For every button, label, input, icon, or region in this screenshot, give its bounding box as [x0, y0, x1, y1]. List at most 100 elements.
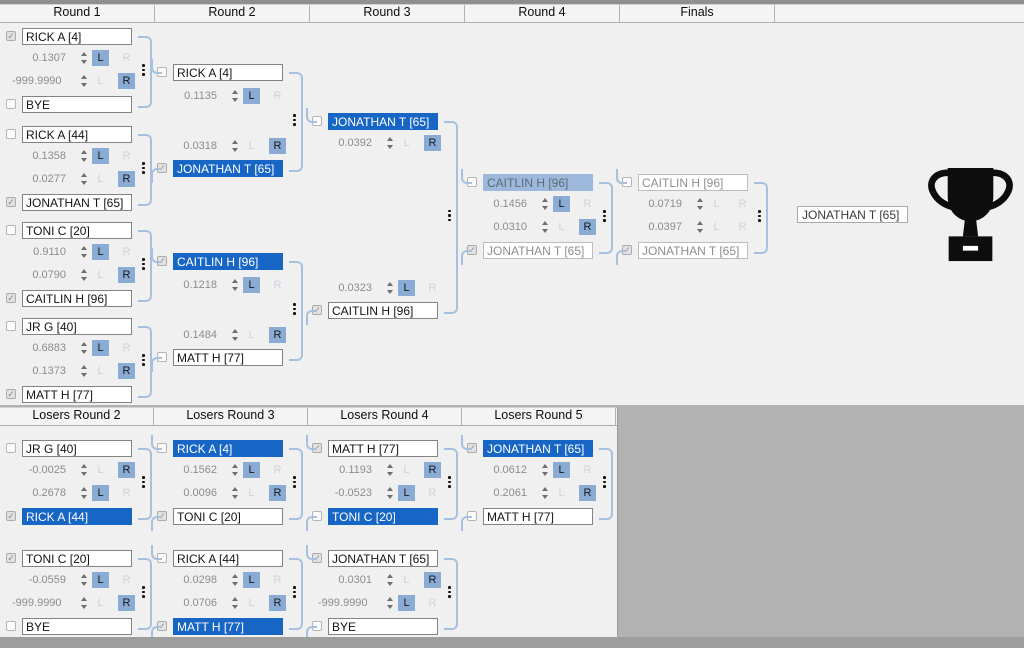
- value-spinner[interactable]: [385, 137, 394, 149]
- drag-handle-icon[interactable]: [757, 210, 762, 222]
- player-name-box[interactable]: BYE: [22, 96, 132, 113]
- winner-checkbox[interactable]: [6, 197, 16, 207]
- value-spinner[interactable]: [230, 329, 239, 341]
- score-value[interactable]: 0.1307: [32, 52, 66, 64]
- player-name-box[interactable]: JR G [40]: [22, 440, 132, 457]
- value-spinner[interactable]: [695, 221, 704, 233]
- winner-checkbox[interactable]: [6, 31, 16, 41]
- drag-handle-icon[interactable]: [447, 476, 452, 488]
- player-name-box[interactable]: MATT H [77]: [22, 386, 132, 403]
- player-name-box[interactable]: RICK A [44]: [22, 508, 132, 525]
- right-select-button[interactable]: R: [273, 279, 282, 291]
- value-spinner[interactable]: [230, 90, 239, 102]
- drag-handle-icon[interactable]: [602, 476, 607, 488]
- right-select-button[interactable]: R: [269, 327, 286, 343]
- winner-checkbox[interactable]: [6, 511, 16, 521]
- winner-checkbox[interactable]: [6, 225, 16, 235]
- player-name-box[interactable]: TONI C [20]: [22, 222, 132, 239]
- right-select-button[interactable]: R: [273, 464, 282, 476]
- player-name-box[interactable]: TONI C [20]: [328, 508, 438, 525]
- right-select-button[interactable]: R: [118, 267, 135, 283]
- score-value[interactable]: 0.2678: [32, 487, 66, 499]
- score-value[interactable]: -999.9990: [12, 597, 62, 609]
- value-spinner[interactable]: [79, 464, 88, 476]
- drag-handle-icon[interactable]: [141, 354, 146, 366]
- player-name-box[interactable]: RICK A [44]: [22, 126, 132, 143]
- drag-handle-icon[interactable]: [602, 210, 607, 222]
- left-select-button[interactable]: L: [553, 196, 570, 212]
- left-select-button[interactable]: L: [558, 487, 565, 499]
- player-name-box[interactable]: BYE: [22, 618, 132, 635]
- value-spinner[interactable]: [230, 279, 239, 291]
- value-spinner[interactable]: [230, 464, 239, 476]
- right-select-button[interactable]: R: [579, 219, 596, 235]
- value-spinner[interactable]: [540, 487, 549, 499]
- score-value[interactable]: 0.1218: [183, 279, 217, 291]
- left-select-button[interactable]: L: [553, 462, 570, 478]
- score-value[interactable]: -999.9990: [318, 597, 368, 609]
- left-select-button[interactable]: L: [92, 50, 109, 66]
- player-name-box[interactable]: BYE: [328, 618, 438, 635]
- drag-handle-icon[interactable]: [447, 209, 452, 221]
- right-select-button[interactable]: R: [269, 138, 286, 154]
- left-select-button[interactable]: L: [97, 173, 104, 185]
- winner-checkbox[interactable]: [6, 621, 16, 631]
- right-select-button[interactable]: R: [428, 487, 437, 499]
- player-name-box[interactable]: JONATHAN T [65]: [638, 242, 748, 259]
- right-select-button[interactable]: R: [428, 597, 437, 609]
- score-value[interactable]: 0.0719: [648, 198, 682, 210]
- left-select-button[interactable]: L: [92, 572, 109, 588]
- value-spinner[interactable]: [695, 198, 704, 210]
- player-name-box[interactable]: CAITLIN H [96]: [328, 302, 438, 319]
- right-select-button[interactable]: R: [269, 485, 286, 501]
- value-spinner[interactable]: [385, 574, 394, 586]
- right-select-button[interactable]: R: [738, 221, 747, 233]
- player-name-box[interactable]: CAITLIN H [96]: [483, 174, 593, 191]
- value-spinner[interactable]: [385, 487, 394, 499]
- score-value[interactable]: 0.1456: [493, 198, 527, 210]
- score-value[interactable]: 0.0706: [183, 597, 217, 609]
- player-name-box[interactable]: CAITLIN H [96]: [173, 253, 283, 270]
- value-spinner[interactable]: [540, 464, 549, 476]
- left-select-button[interactable]: L: [97, 597, 104, 609]
- left-select-button[interactable]: L: [403, 464, 410, 476]
- player-name-box[interactable]: JR G [40]: [22, 318, 132, 335]
- score-value[interactable]: 0.1358: [32, 150, 66, 162]
- score-value[interactable]: 0.6883: [32, 342, 66, 354]
- right-select-button[interactable]: R: [118, 595, 135, 611]
- right-select-button[interactable]: R: [122, 574, 131, 586]
- left-select-button[interactable]: L: [248, 140, 255, 152]
- value-spinner[interactable]: [540, 198, 549, 210]
- score-value[interactable]: 0.0392: [338, 137, 372, 149]
- winner-checkbox[interactable]: [6, 553, 16, 563]
- right-select-button[interactable]: R: [424, 462, 441, 478]
- left-select-button[interactable]: L: [92, 340, 109, 356]
- value-spinner[interactable]: [79, 342, 88, 354]
- value-spinner[interactable]: [385, 282, 394, 294]
- player-name-box[interactable]: JONATHAN T [65]: [328, 550, 438, 567]
- value-spinner[interactable]: [79, 52, 88, 64]
- score-value[interactable]: -999.9990: [12, 75, 62, 87]
- left-select-button[interactable]: L: [398, 280, 415, 296]
- value-spinner[interactable]: [79, 75, 88, 87]
- champion-name-box[interactable]: JONATHAN T [65]: [797, 206, 908, 223]
- player-name-box[interactable]: RICK A [4]: [173, 440, 283, 457]
- score-value[interactable]: 0.1135: [184, 90, 217, 102]
- left-select-button[interactable]: L: [92, 244, 109, 260]
- score-value[interactable]: 0.0790: [32, 269, 66, 281]
- right-select-button[interactable]: R: [583, 464, 592, 476]
- value-spinner[interactable]: [79, 487, 88, 499]
- player-name-box[interactable]: JONATHAN T [65]: [483, 440, 593, 457]
- player-name-box[interactable]: JONATHAN T [65]: [173, 160, 283, 177]
- score-value[interactable]: 0.9110: [33, 246, 66, 258]
- value-spinner[interactable]: [385, 464, 394, 476]
- drag-handle-icon[interactable]: [141, 476, 146, 488]
- left-select-button[interactable]: L: [243, 277, 260, 293]
- winner-checkbox[interactable]: [6, 293, 16, 303]
- player-name-box[interactable]: RICK A [4]: [22, 28, 132, 45]
- value-spinner[interactable]: [79, 574, 88, 586]
- player-name-box[interactable]: CAITLIN H [96]: [638, 174, 748, 191]
- drag-handle-icon[interactable]: [292, 586, 297, 598]
- left-select-button[interactable]: L: [398, 485, 415, 501]
- player-name-box[interactable]: JONATHAN T [65]: [328, 113, 438, 130]
